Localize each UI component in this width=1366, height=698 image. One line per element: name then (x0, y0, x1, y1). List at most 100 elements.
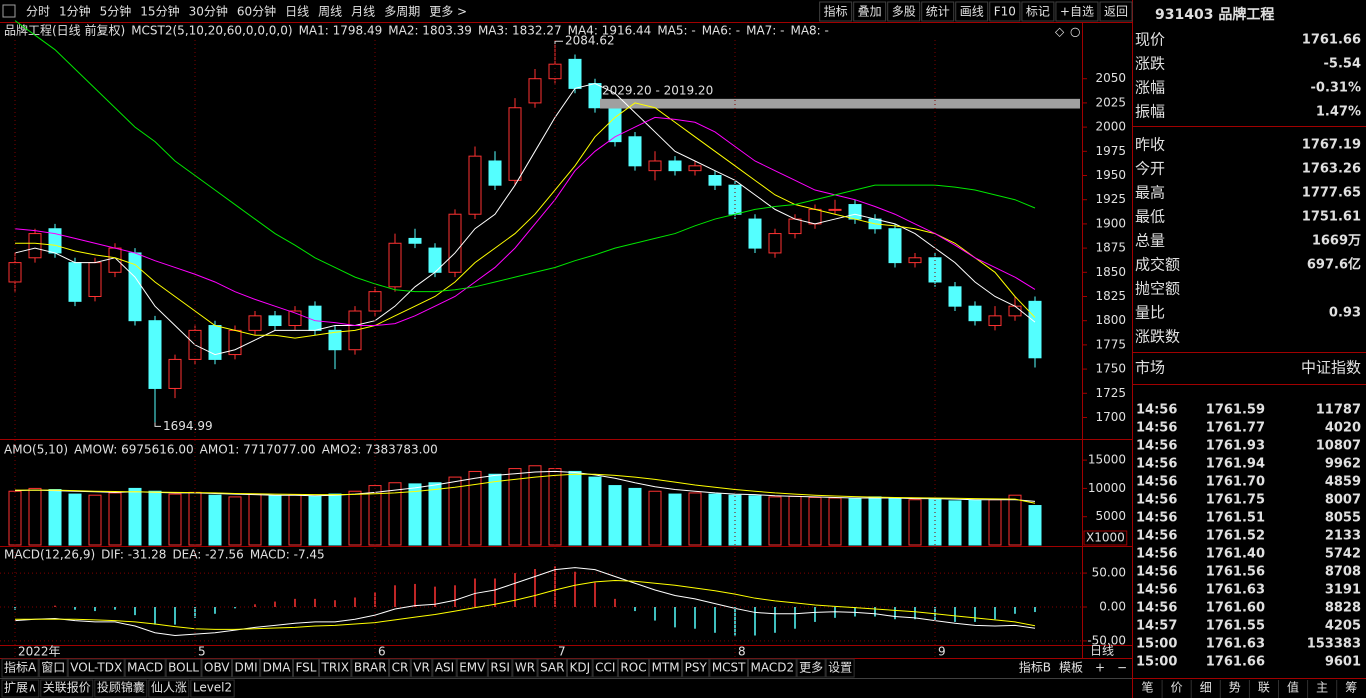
indicator-tab[interactable]: 设置 (828, 661, 852, 675)
tab-frame[interactable] (67, 658, 125, 678)
indicator-tab[interactable]: CR (392, 661, 409, 675)
toolbar-button[interactable]: F10 (994, 5, 1016, 19)
panel-tab[interactable]: 主 (1316, 681, 1328, 695)
tab-frame[interactable] (40, 679, 94, 698)
toolbar-button[interactable]: 画线 (960, 5, 984, 19)
tab-frame[interactable] (566, 658, 593, 678)
icon[interactable]: ◇ (1055, 25, 1065, 39)
tab-frame[interactable] (148, 679, 190, 698)
tab-frame[interactable] (260, 658, 293, 678)
tab-frame[interactable] (825, 658, 855, 678)
toolbar-button[interactable]: 标记 (1026, 5, 1050, 19)
tab-frame[interactable] (201, 658, 233, 678)
period-tab[interactable]: 月线 (351, 5, 375, 19)
button-frame[interactable] (853, 1, 887, 22)
tab-frame[interactable] (292, 658, 319, 678)
period-tab[interactable]: 周线 (318, 5, 342, 19)
bottom-tab[interactable]: 扩展∧ (4, 681, 37, 695)
tab-frame[interactable] (682, 658, 710, 678)
panel-tab[interactable]: 笔 (1141, 680, 1153, 695)
toolbar-button[interactable]: 统计 (926, 5, 950, 19)
indicator-tab[interactable]: TRIX (320, 661, 348, 675)
bottom-tab[interactable]: 仙人涨 (151, 680, 187, 695)
toolbar-button[interactable]: +自选 (1060, 5, 1094, 19)
bottom-tab[interactable]: Level2 (193, 681, 232, 695)
button-frame[interactable] (955, 1, 989, 22)
indicator-tab[interactable]: 指标A (4, 660, 37, 675)
tab-frame[interactable] (537, 658, 567, 678)
tab-frame[interactable] (617, 658, 650, 678)
period-tab[interactable]: 分时 (26, 5, 50, 19)
tab-frame[interactable] (796, 658, 826, 678)
indicator-tab[interactable]: EMV (459, 661, 486, 675)
tab-frame[interactable] (232, 658, 261, 678)
indicator-tab[interactable]: PSY (685, 661, 708, 675)
period-tab[interactable]: 30分钟 (189, 4, 228, 19)
tab-frame[interactable] (351, 658, 390, 678)
tab-frame[interactable] (649, 658, 683, 678)
indicator-tab[interactable]: 窗口 (41, 661, 65, 675)
period-tab[interactable]: 1分钟 (59, 4, 91, 19)
indicator-tab[interactable]: ASI (435, 661, 454, 675)
tab-frame[interactable] (709, 658, 748, 678)
tab-frame[interactable] (1, 658, 39, 678)
button-frame[interactable] (989, 1, 1021, 22)
toolbar-button[interactable]: 叠加 (858, 5, 882, 19)
tab-frame[interactable] (190, 679, 235, 698)
toolbar-button[interactable]: 返回 (1104, 5, 1128, 19)
button-frame[interactable] (1021, 1, 1055, 22)
indicator-tab[interactable]: BOLL (168, 661, 199, 675)
indicator-tab[interactable]: CCI (595, 661, 615, 675)
period-tab[interactable]: 5分钟 (100, 4, 132, 19)
indicator-tab[interactable]: WR (515, 661, 535, 675)
indicator-tab[interactable]: 更多 (799, 661, 823, 675)
period-tab[interactable]: 更多 > (429, 5, 467, 19)
tab-frame[interactable] (410, 658, 433, 678)
period-tab[interactable]: 多周期 (384, 5, 420, 19)
toolbar-button[interactable]: 指标 (824, 4, 848, 19)
period-tab[interactable]: 15分钟 (140, 4, 179, 19)
tab-frame[interactable] (1, 679, 40, 698)
button-frame[interactable] (887, 1, 921, 22)
period-tab[interactable]: 60分钟 (237, 4, 276, 19)
indicator-tab[interactable]: ROC (620, 661, 646, 675)
panel-tab[interactable]: 联 (1258, 681, 1270, 695)
button-frame[interactable] (921, 1, 955, 22)
indicator-tab[interactable]: MACD2 (751, 661, 795, 675)
tab-frame[interactable] (512, 658, 538, 678)
indicator-tab[interactable]: 指标B (1019, 660, 1051, 675)
button-frame[interactable] (819, 1, 853, 22)
indicator-tab[interactable]: DMA (263, 661, 292, 675)
indicator-tab[interactable]: BRAR (354, 661, 387, 675)
panel-tab[interactable]: 细 (1200, 681, 1212, 695)
icon[interactable]: ○ (1070, 25, 1080, 39)
indicator-tab[interactable]: KDJ (569, 661, 590, 675)
indicator-tab[interactable]: OBV (204, 661, 230, 675)
indicator-tab[interactable]: − (1117, 661, 1127, 675)
tab-frame[interactable] (389, 658, 411, 678)
indicator-tab[interactable]: MACD (127, 661, 163, 675)
indicator-tab[interactable]: DMI (235, 661, 258, 675)
indicator-tab[interactable]: VR (413, 661, 430, 675)
tab-frame[interactable] (165, 658, 202, 678)
indicator-tab[interactable]: MCST (712, 661, 746, 675)
tab-frame[interactable] (94, 679, 148, 698)
indicator-tab[interactable]: RSI (490, 661, 510, 675)
tab-frame[interactable] (124, 658, 166, 678)
tab-frame[interactable] (432, 658, 457, 678)
indicator-tab[interactable]: SAR (540, 661, 564, 675)
tab-frame[interactable] (748, 658, 797, 678)
button-frame[interactable] (1055, 1, 1099, 22)
indicator-tab[interactable]: + (1095, 661, 1105, 675)
bottom-tab[interactable]: 关联报价 (43, 680, 91, 695)
tab-frame[interactable] (318, 658, 352, 678)
panel-tab[interactable]: 值 (1287, 680, 1299, 695)
period-tab[interactable]: 日线 (285, 5, 309, 19)
panel-tab[interactable]: 势 (1229, 681, 1241, 695)
button-frame[interactable] (1099, 1, 1133, 22)
indicator-tab[interactable]: 模板 (1059, 661, 1083, 675)
tab-frame[interactable] (487, 658, 513, 678)
indicator-tab[interactable]: MTM (652, 661, 680, 675)
panel-tab[interactable]: 筹 (1345, 681, 1357, 695)
panel-tab[interactable]: 价 (1171, 681, 1183, 695)
